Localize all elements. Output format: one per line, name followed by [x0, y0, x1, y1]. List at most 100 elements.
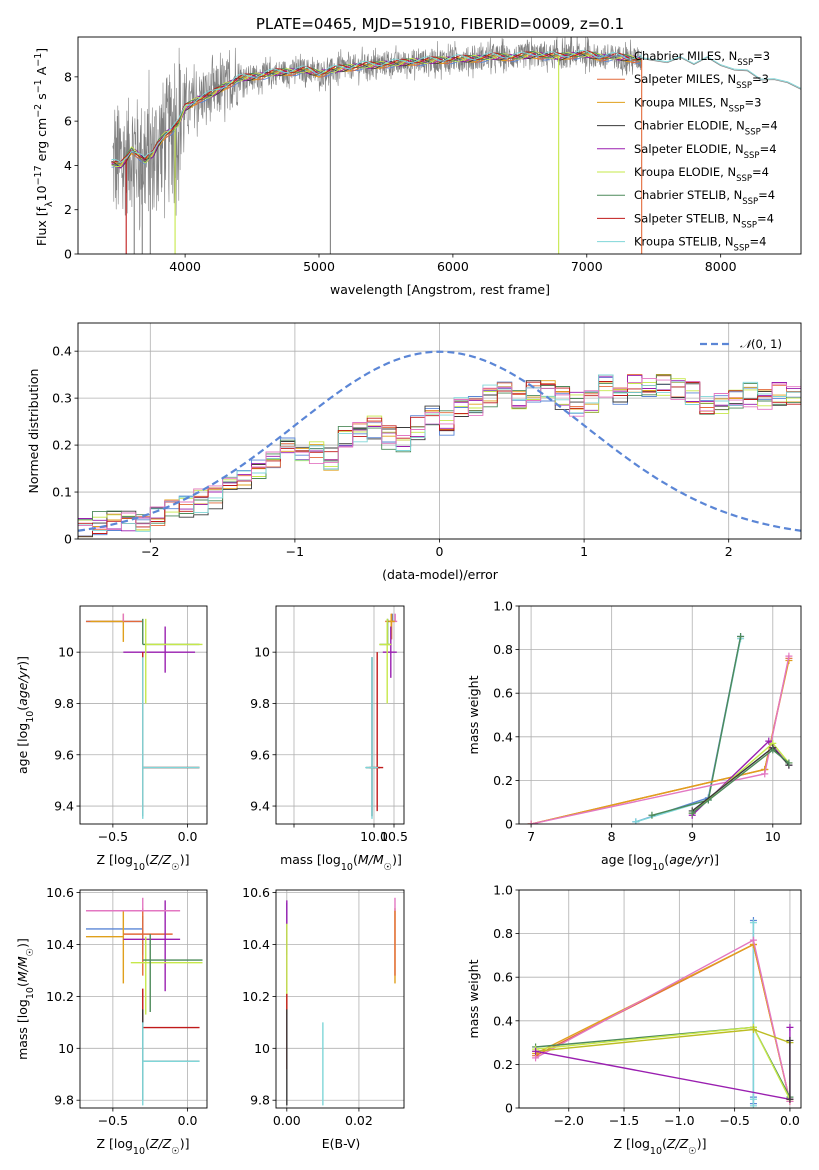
- y-tick-label: 9.4: [54, 799, 74, 814]
- weight-line: [530, 658, 790, 824]
- y-tick-label: 9.8: [250, 1093, 270, 1108]
- y-tick-label: 10: [254, 1041, 270, 1056]
- x-tick-label: 0.0: [178, 1113, 198, 1128]
- y-tick-label: 9.6: [54, 747, 74, 762]
- plot-area: [286, 897, 396, 1106]
- y-tick-label: 0: [505, 1101, 513, 1116]
- weight-line: [530, 655, 790, 824]
- weight-line: [691, 749, 790, 814]
- weight-marker: [786, 1023, 794, 1031]
- x-tick-label: 0.0: [178, 829, 198, 844]
- x-tick-label: 4000: [169, 259, 201, 274]
- legend-label: Kroupa MILES, NSSP=3: [634, 95, 761, 114]
- y-tick-label: 6: [64, 114, 72, 129]
- panel-weight-vs-age: 7 8 9 10 0 0.2 0.4 0.6 0.8 1.0 age [log10(age/yr)]…: [466, 599, 802, 873]
- x-axis-label: mass [log10(M/M☉)]: [280, 852, 402, 873]
- y-tick-label: 0.2: [493, 773, 513, 788]
- weight-marker: [632, 818, 640, 824]
- axes-frame: [518, 605, 802, 825]
- model-tail-line: [640, 56, 801, 89]
- y-tick-label: 0: [64, 247, 72, 262]
- x-tick-label: −0.5: [719, 1113, 749, 1128]
- plot-area: [532, 917, 794, 1108]
- y-tick-label: 0.6: [493, 970, 513, 985]
- y-tick-label: 10.6: [46, 885, 74, 900]
- y-tick-label: 9.4: [250, 799, 270, 814]
- histogram-step: [78, 374, 801, 538]
- axes-frame: [79, 605, 208, 825]
- weight-marker: [785, 652, 793, 660]
- axes-frame: [79, 889, 208, 1109]
- panel-mass-vs-Z: −0.5 0.0 9.8 10 10.2 10.4 10.6 Z [log10(Z/Z☉)] m…: [15, 885, 208, 1157]
- weight-marker: [765, 737, 773, 745]
- x-axis-label: wavelength [Angstrom, rest frame]: [330, 282, 550, 297]
- panel-spectrum: 4000 5000 6000 7000 8000 0 2 4 6 8 wavelength [Ang…: [33, 36, 802, 297]
- y-tick-label: 10: [58, 1041, 74, 1056]
- plot-area: [365, 613, 398, 819]
- x-axis-label: (data-model)/error: [382, 567, 499, 582]
- y-tick-label: 0.6: [493, 686, 513, 701]
- y-axis-label: mass weight: [466, 675, 481, 754]
- plot-area: [85, 613, 203, 819]
- weight-line: [691, 740, 790, 816]
- y-tick-label: 0.3: [52, 391, 72, 406]
- y-tick-label: 0.8: [493, 926, 513, 941]
- y-tick-label: 0: [64, 532, 72, 547]
- x-tick-label: 10.0: [360, 829, 388, 844]
- x-tick-label: −0.5: [98, 829, 128, 844]
- axes-frame: [77, 36, 802, 255]
- gaussian-curve: [78, 350, 801, 532]
- axes-frame: [275, 889, 405, 1109]
- y-tick-label: 10.2: [242, 989, 270, 1004]
- x-tick-label: 7: [527, 829, 535, 844]
- weight-marker: [749, 1026, 757, 1034]
- weight-marker: [532, 1047, 540, 1055]
- legend-label: Chabrier STELIB, NSSP=4: [634, 188, 775, 207]
- weight-marker: [749, 1102, 757, 1108]
- y-axis-label: age [log10(age/yr)]: [15, 656, 36, 774]
- x-tick-label: −1.0: [664, 1113, 694, 1128]
- legend-label: Salpeter MILES, NSSP=3: [634, 72, 769, 91]
- y-tick-label: 0.2: [493, 1057, 513, 1072]
- y-tick-label: 0.4: [52, 344, 72, 359]
- y-axis-label: mass [log10(M/M☉)]: [15, 938, 36, 1060]
- model-line: [111, 49, 642, 163]
- weight-marker: [785, 759, 793, 767]
- y-tick-label: 0.4: [493, 729, 513, 744]
- y-tick-label: 10.2: [46, 989, 74, 1004]
- histogram-step: [78, 374, 801, 532]
- y-tick-label: 1.0: [493, 599, 513, 614]
- x-axis-label: Z [log10(Z/Z☉)]: [96, 852, 189, 873]
- x-tick-label: 5000: [303, 259, 335, 274]
- x-tick-label: 0: [436, 544, 444, 559]
- x-tick-label: −1: [286, 544, 304, 559]
- weight-line: [535, 943, 791, 1102]
- y-axis-label: mass weight: [466, 959, 481, 1038]
- x-tick-label: 8: [608, 829, 616, 844]
- weight-line: [635, 636, 742, 823]
- axes-frame: [77, 322, 802, 540]
- legend-label: Salpeter ELODIE, NSSP=4: [634, 142, 777, 161]
- x-tick-label: 0.0: [780, 1113, 800, 1128]
- x-tick-label: 0.00: [273, 1113, 301, 1128]
- plot-area: [78, 350, 801, 538]
- weight-marker: [648, 811, 656, 819]
- y-tick-label: 10.6: [242, 885, 270, 900]
- x-tick-label: 0.02: [345, 1113, 373, 1128]
- y-tick-label: 9.6: [250, 747, 270, 762]
- panel-weight-vs-Z: −2.0 −1.5 −1.0 −0.5 0.0 0 0.2 0.4 0.6 0.8 1.0 Z [lo…: [466, 883, 802, 1157]
- x-tick-label: −2.0: [554, 1113, 584, 1128]
- weight-line: [530, 660, 790, 824]
- y-tick-label: 0.2: [52, 438, 72, 453]
- x-tick-label: 10: [765, 829, 781, 844]
- plot-area: [527, 633, 793, 824]
- weight-marker: [786, 1036, 794, 1044]
- model-line: [111, 50, 642, 164]
- x-tick-label: 1: [580, 544, 588, 559]
- x-tick-label: −1.5: [609, 1113, 639, 1128]
- model-tail-line: [640, 57, 801, 90]
- y-tick-label: 0: [505, 817, 513, 832]
- legend-label: 𝒩(0, 1): [740, 337, 782, 351]
- x-axis-label: age [log10(age/yr)]: [601, 852, 719, 873]
- y-tick-label: 10.4: [46, 937, 74, 952]
